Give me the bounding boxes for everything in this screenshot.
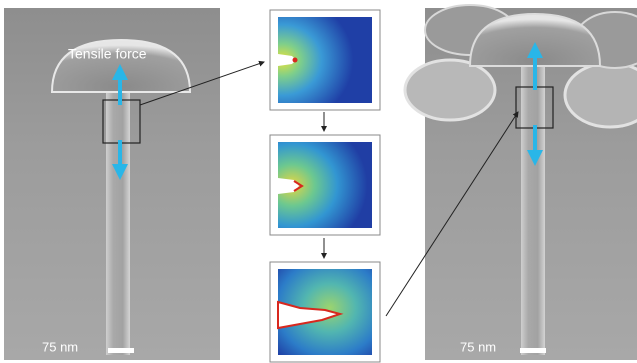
- figure: Tensile force 75 nm 75 nm: [0, 0, 637, 363]
- scale-bar: [108, 348, 134, 353]
- simulation-frames: [270, 10, 380, 362]
- scale-bar-label: 75 nm: [42, 339, 78, 354]
- scale-bar: [520, 348, 546, 353]
- force-label: Tensile force: [68, 46, 147, 62]
- right-panel: 75 nm: [405, 5, 637, 360]
- left-panel: Tensile force 75 nm: [4, 8, 220, 360]
- scale-bar-label: 75 nm: [460, 339, 496, 354]
